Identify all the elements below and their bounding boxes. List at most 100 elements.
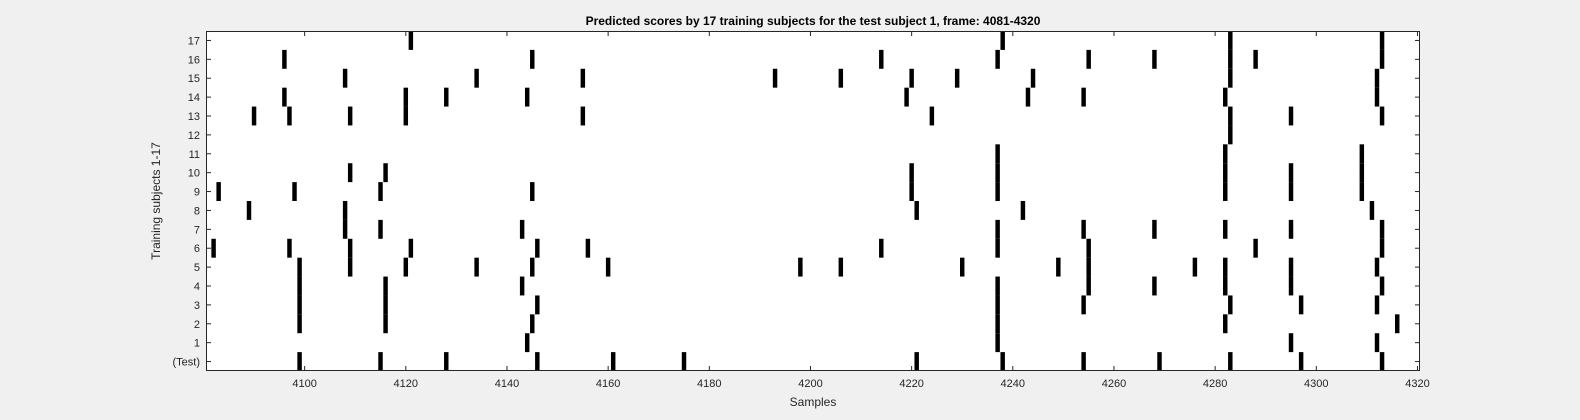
- event-mark: [904, 87, 909, 107]
- event-mark: [1253, 238, 1258, 258]
- event-mark: [1152, 219, 1157, 239]
- event-mark: [1228, 125, 1233, 145]
- event-mark: [1223, 144, 1228, 164]
- event-mark: [1288, 257, 1294, 277]
- event-mark: [519, 276, 525, 296]
- event-mark: [610, 352, 616, 371]
- event-mark: [383, 163, 388, 183]
- event-mark: [297, 314, 302, 334]
- event-mark: [995, 276, 1000, 296]
- event-mark: [342, 68, 348, 88]
- event-mark: [1228, 106, 1233, 126]
- event-mark: [1359, 163, 1365, 183]
- event-mark: [444, 352, 449, 371]
- event-mark: [408, 31, 414, 50]
- event-mark: [524, 87, 530, 107]
- event-mark: [1223, 314, 1228, 334]
- event-mark: [474, 68, 479, 88]
- event-mark: [408, 238, 414, 258]
- event-mark: [292, 182, 297, 201]
- event-mark: [1379, 106, 1385, 126]
- x-tick-label: 4120: [394, 378, 418, 390]
- x-tick-label: 4220: [899, 378, 923, 390]
- event-mark: [1374, 295, 1380, 315]
- event-mark: [530, 314, 535, 334]
- event-mark: [1379, 238, 1385, 258]
- event-mark: [246, 201, 252, 220]
- event-mark: [995, 314, 1000, 334]
- x-axis-label: Samples: [790, 395, 837, 409]
- event-mark: [959, 257, 965, 277]
- event-mark: [909, 182, 914, 201]
- event-mark: [1020, 201, 1026, 220]
- event-mark: [383, 295, 388, 315]
- event-mark: [1359, 182, 1365, 201]
- event-mark: [1056, 257, 1061, 277]
- event-mark: [995, 219, 1000, 239]
- event-mark: [251, 106, 257, 126]
- event-mark: [1228, 31, 1233, 50]
- event-mark: [772, 68, 778, 88]
- event-mark: [1081, 295, 1086, 315]
- event-mark: [297, 295, 302, 315]
- event-mark: [1223, 257, 1228, 277]
- event-mark: [1228, 49, 1233, 69]
- event-mark: [1374, 87, 1380, 107]
- y-tick-label: 12: [188, 130, 200, 142]
- event-mark: [1288, 163, 1294, 183]
- x-tick-label: 4100: [292, 378, 316, 390]
- event-mark: [1228, 68, 1233, 88]
- chart-title: Predicted scores by 17 training subjects…: [586, 14, 1041, 28]
- event-mark: [403, 87, 409, 107]
- y-tick-label: 1: [194, 338, 200, 350]
- event-mark: [297, 352, 302, 371]
- event-mark: [995, 182, 1000, 201]
- y-tick-label: 11: [189, 149, 200, 161]
- event-mark: [1379, 352, 1385, 371]
- event-mark: [1086, 257, 1091, 277]
- event-mark: [995, 295, 1000, 315]
- event-mark: [580, 68, 586, 88]
- event-mark: [914, 352, 919, 371]
- event-mark: [535, 238, 540, 258]
- x-tick-label: 4200: [798, 378, 822, 390]
- y-tick-label: 6: [194, 243, 200, 255]
- event-mark: [1030, 68, 1036, 88]
- event-mark: [1152, 276, 1157, 296]
- event-mark: [530, 257, 535, 277]
- y-tick-label: 17: [188, 35, 200, 47]
- event-mark: [403, 106, 409, 126]
- event-mark: [1081, 352, 1086, 371]
- event-mark: [342, 201, 348, 220]
- y-tick-label: 5: [194, 262, 200, 274]
- event-mark: [1395, 314, 1400, 334]
- event-mark: [211, 238, 216, 258]
- event-mark: [681, 352, 687, 371]
- event-mark: [929, 106, 935, 126]
- event-mark: [1000, 31, 1005, 50]
- y-tick-label: 3: [194, 300, 200, 312]
- event-mark: [1288, 182, 1294, 201]
- event-mark: [282, 87, 287, 107]
- event-mark: [1192, 257, 1198, 277]
- event-mark: [287, 106, 292, 126]
- event-mark: [347, 257, 353, 277]
- event-mark: [1379, 276, 1385, 296]
- x-tick-label: 4320: [1405, 378, 1429, 390]
- event-mark: [1298, 295, 1304, 315]
- event-mark: [1288, 333, 1294, 353]
- event-mark: [1379, 31, 1385, 50]
- event-mark: [1223, 219, 1228, 239]
- event-mark: [995, 238, 1000, 258]
- event-mark: [524, 333, 530, 353]
- x-tick-label: 4260: [1102, 378, 1126, 390]
- event-mark: [1228, 352, 1233, 371]
- event-mark: [1369, 201, 1375, 220]
- event-mark: [1359, 144, 1365, 164]
- event-mark: [378, 182, 383, 201]
- event-mark: [798, 257, 803, 277]
- event-mark: [1086, 276, 1091, 296]
- event-mark: [1081, 87, 1086, 107]
